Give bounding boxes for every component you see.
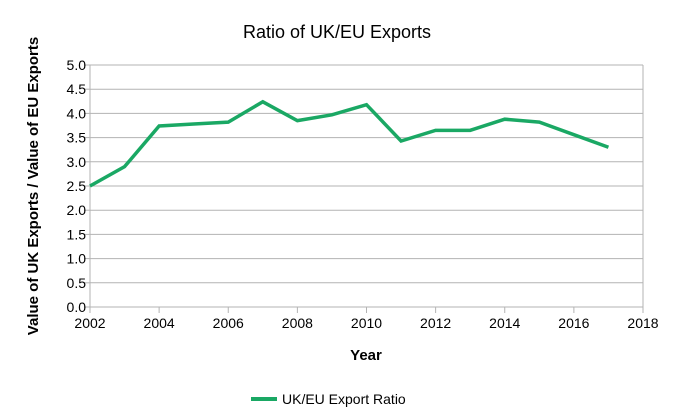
x-tick-label: 2004 xyxy=(144,315,175,331)
y-tick-label: 2.5 xyxy=(67,178,87,194)
y-axis-label: Value of UK Exports / Value of EU Export… xyxy=(25,37,42,335)
y-tick-label: 4.5 xyxy=(67,81,87,97)
y-tick-label: 5.0 xyxy=(67,57,87,73)
x-tick-label: 2008 xyxy=(282,315,313,331)
legend-label: UK/EU Export Ratio xyxy=(282,391,406,407)
x-tick-label: 2010 xyxy=(351,315,382,331)
chart-title: Ratio of UK/EU Exports xyxy=(243,22,431,42)
series-line xyxy=(89,99,610,188)
x-tick-label: 2016 xyxy=(558,315,589,331)
x-axis-label: Year xyxy=(350,347,382,364)
y-tick-label: 1.5 xyxy=(67,226,87,242)
y-tick-label: 1.0 xyxy=(67,251,87,267)
x-tick-label: 2018 xyxy=(627,315,658,331)
y-tick-label: 0.5 xyxy=(67,275,87,291)
y-tick-label: 3.0 xyxy=(67,154,87,170)
x-tick-label: 2002 xyxy=(74,315,105,331)
y-tick-label: 0.0 xyxy=(67,299,87,315)
x-tick-label: 2012 xyxy=(420,315,451,331)
x-tick-label: 2014 xyxy=(489,315,520,331)
y-tick-label: 3.5 xyxy=(67,130,87,146)
legend: UK/EU Export Ratio xyxy=(251,391,406,407)
x-tick-label: 2006 xyxy=(213,315,244,331)
y-tick-label: 2.0 xyxy=(67,202,87,218)
y-tick-label: 4.0 xyxy=(67,105,87,121)
